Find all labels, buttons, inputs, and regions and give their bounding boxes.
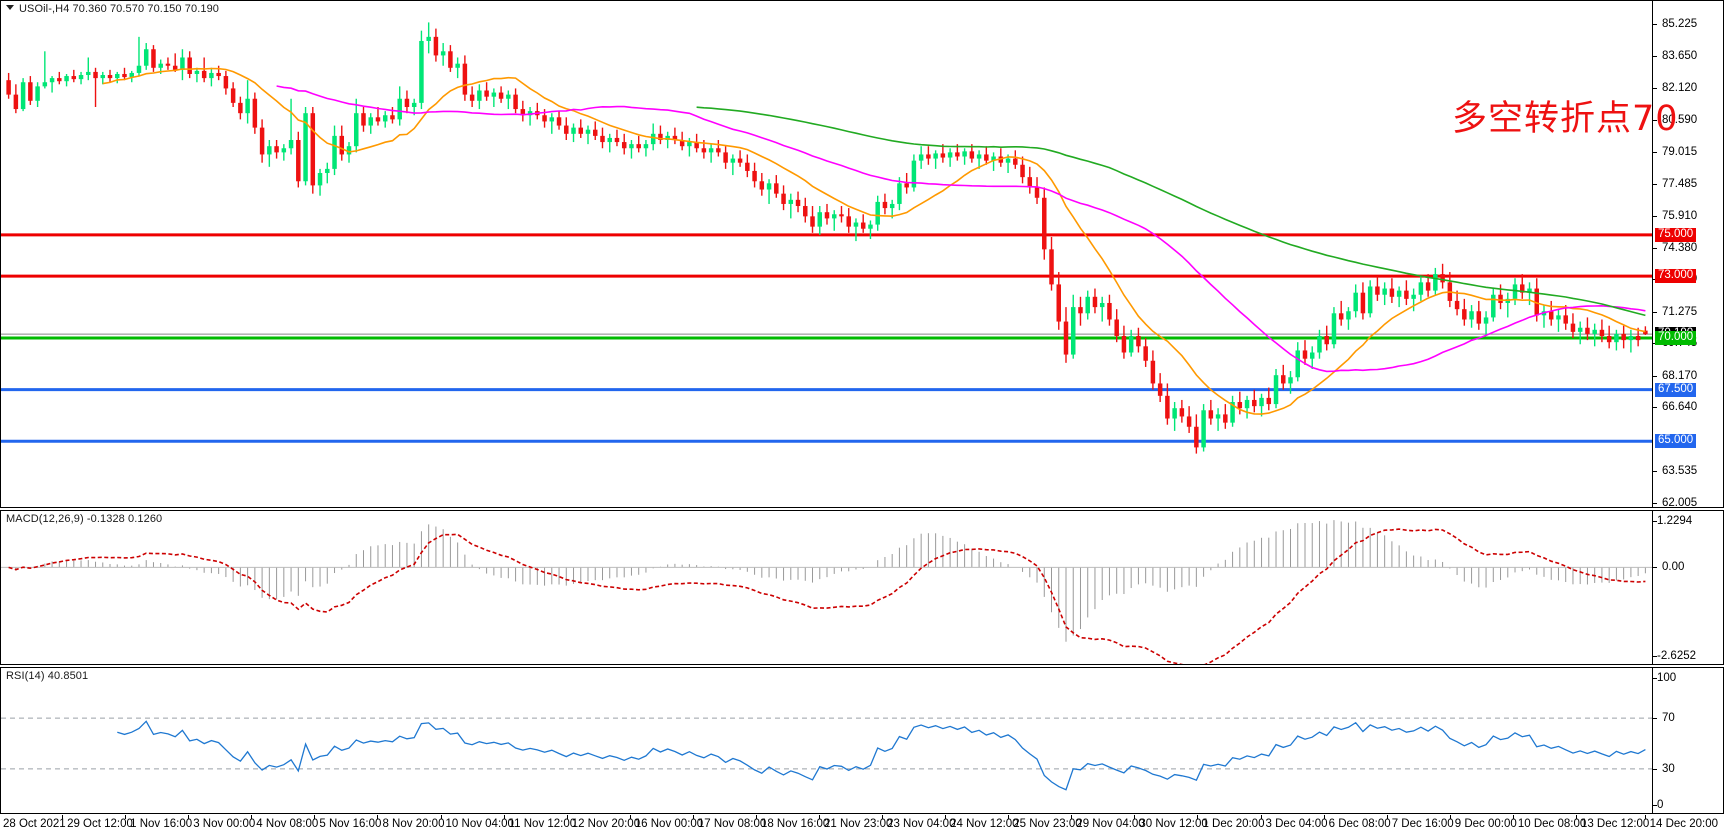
rsi-y-axis[interactable]: 100 70 30 0	[1652, 668, 1723, 813]
macd-plot-area	[1, 511, 1723, 664]
rsi-panel[interactable]: RSI(14) 40.8501 100 70 30 0	[0, 667, 1724, 814]
time-axis-label: 6 Dec 08:00	[1323, 815, 1391, 830]
time-axis-label: 17 Nov 08:00	[692, 815, 767, 830]
rsi-y-tick: 30	[1653, 763, 1675, 775]
time-axis-label: 18 Nov 16:00	[755, 815, 830, 830]
price-y-tick: 85.225	[1653, 18, 1697, 30]
annotation-text: 多空转折点70	[1452, 99, 1679, 139]
time-axis-label: 7 Dec 16:00	[1386, 815, 1454, 830]
price-y-tick: 66.640	[1653, 401, 1697, 413]
price-level-badge[interactable]: 73.000	[1655, 269, 1697, 284]
price-y-tick: 74.380	[1653, 242, 1697, 254]
price-level-badge[interactable]: 65.000	[1655, 434, 1697, 449]
time-axis-label: 1 Dec 20:00	[1197, 815, 1265, 830]
time-axis-label: 10 Dec 08:00	[1512, 815, 1587, 830]
time-axis-label: 21 Nov 23:00	[818, 815, 893, 830]
price-y-tick: 80.590	[1653, 114, 1697, 126]
price-y-tick: 82.120	[1653, 82, 1697, 94]
macd-y-tick: 1.2294	[1653, 515, 1692, 527]
price-y-tick: 79.015	[1653, 146, 1697, 158]
price-y-tick: 77.485	[1653, 178, 1697, 190]
price-y-tick: 75.910	[1653, 210, 1697, 222]
time-axis-label: 16 Nov 00:00	[629, 815, 704, 830]
time-axis-label: 14 Dec 20:00	[1644, 815, 1718, 830]
price-y-tick: 71.275	[1653, 306, 1697, 318]
time-axis-label: 24 Nov 12:00	[945, 815, 1019, 830]
time-axis-label: 3 Dec 04:00	[1260, 815, 1328, 830]
macd-y-axis[interactable]: 1.2294 0.00 -2.6252	[1652, 511, 1723, 664]
time-axis-label: 30 Nov 12:00	[1134, 815, 1208, 830]
rsi-plot-area	[1, 668, 1723, 813]
price-plot-area	[1, 1, 1723, 507]
macd-panel[interactable]: MACD(12,26,9) -0.1328 0.1260 1.2294 0.00 -…	[0, 510, 1724, 665]
price-level-badge[interactable]: 75.000	[1655, 227, 1697, 242]
time-axis-label: 5 Nov 16:00	[314, 815, 382, 830]
time-axis-label: 29 Nov 04:00	[1071, 815, 1145, 830]
rsi-panel-label: RSI(14) 40.8501	[6, 670, 89, 682]
time-axis-label: 28 Oct 2021	[3, 818, 66, 830]
time-axis-label: 11 Nov 12:00	[503, 815, 577, 830]
time-axis-label: 9 Dec 00:00	[1449, 815, 1517, 830]
rsi-y-tick: 100	[1653, 672, 1676, 684]
macd-panel-label: MACD(12,26,9) -0.1328 0.1260	[6, 513, 163, 525]
rsi-y-tick: 70	[1653, 712, 1675, 724]
time-axis-label: 12 Nov 20:00	[566, 815, 641, 830]
time-axis-label: 8 Nov 20:00	[377, 815, 445, 830]
time-axis-label: 10 Nov 04:00	[440, 815, 514, 830]
time-axis-label: 3 Nov 00:00	[188, 815, 256, 830]
time-axis-label: 4 Nov 08:00	[251, 815, 319, 830]
time-axis-label: 29 Oct 12:00	[62, 815, 133, 830]
price-panel-label: USOil-,H4 70.360 70.570 70.150 70.190	[19, 3, 220, 15]
macd-y-tick: 0.00	[1653, 561, 1684, 573]
price-level-badge[interactable]: 70.000	[1655, 331, 1697, 346]
price-y-tick: 63.535	[1653, 465, 1697, 477]
time-axis[interactable]: 28 Oct 2021 29 Oct 12:00 1 Nov 16:00 3 Nov …	[0, 815, 1724, 835]
time-axis-label: 23 Nov 04:00	[882, 815, 956, 830]
price-y-axis[interactable]: 85.225 83.650 82.120 80.590 79.015 77.485 75.9…	[1652, 1, 1723, 507]
price-level-badge[interactable]: 67.500	[1655, 382, 1697, 397]
price-chart-panel[interactable]: USOil-,H4 70.360 70.570 70.150 70.190 85…	[0, 0, 1724, 508]
time-axis-label: 25 Nov 23:00	[1008, 815, 1082, 830]
price-y-tick: 62.005	[1653, 497, 1697, 507]
price-y-tick: 68.170	[1653, 370, 1697, 382]
price-y-tick: 83.650	[1653, 50, 1697, 62]
rsi-y-tick: 0	[1653, 799, 1663, 811]
time-axis-label: 1 Nov 16:00	[125, 815, 193, 830]
macd-y-tick: -2.6252	[1653, 650, 1696, 662]
triangle-down-icon[interactable]	[6, 5, 14, 10]
time-axis-label: 13 Dec 12:00	[1575, 815, 1650, 830]
